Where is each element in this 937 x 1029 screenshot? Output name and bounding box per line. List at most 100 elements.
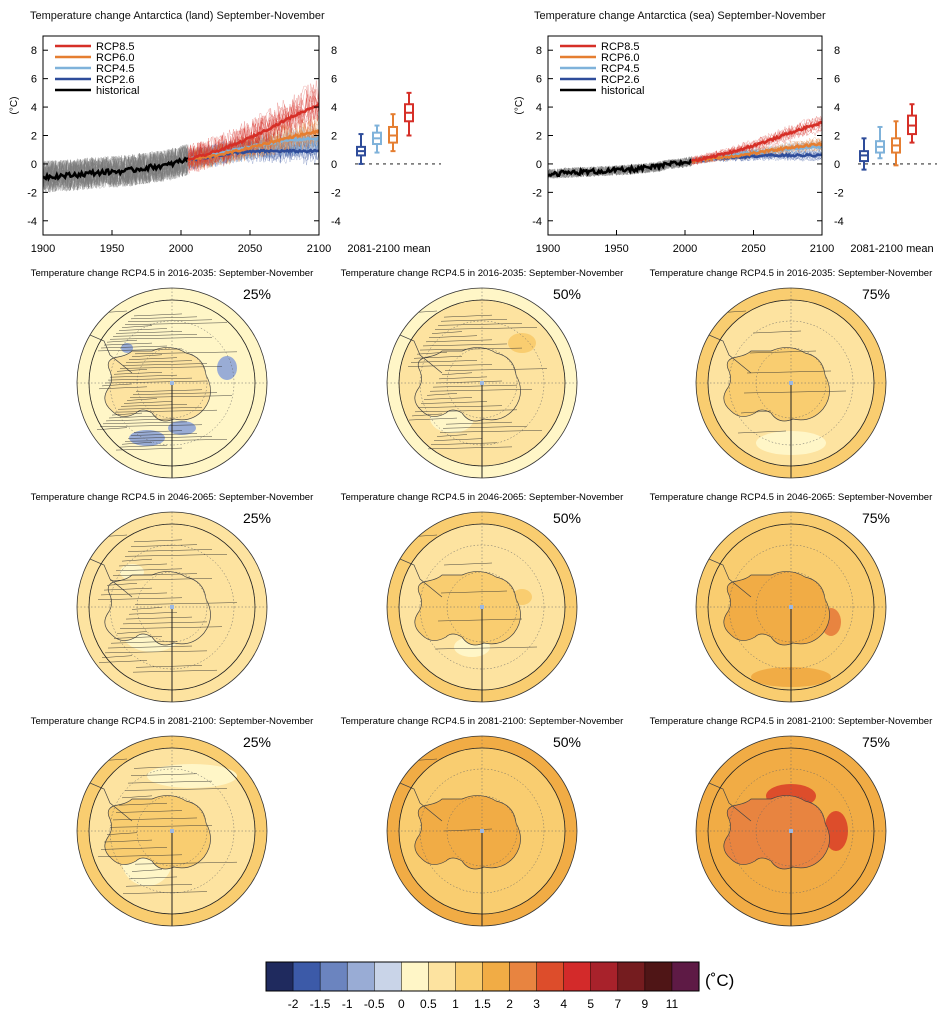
y-tick-label-right: 0: [331, 159, 337, 171]
percentile-label: 75%: [862, 286, 890, 302]
colorbar-swatch: [319, 961, 348, 992]
y-tick-label-right: 2: [331, 131, 337, 143]
hatch-line: [746, 370, 832, 374]
hatch-line: [96, 427, 128, 430]
y-tick-label: 8: [31, 45, 37, 57]
ensemble-member: [187, 130, 319, 170]
hatch-line: [119, 366, 223, 369]
significance-hatching: [96, 758, 238, 894]
colorbar-swatch: [590, 961, 619, 992]
hatch-line: [129, 395, 233, 398]
hatch-line: [439, 430, 543, 433]
ensemble-member: [187, 135, 319, 171]
series-line-historical: [43, 156, 190, 182]
map-title: Temperature change RCP4.5 in 2046-2065: …: [31, 492, 314, 503]
ts-plot-area: [43, 80, 319, 193]
colorbar-swatch: [482, 961, 511, 992]
y-tick-label: 4: [536, 102, 542, 114]
map-border: [76, 511, 268, 703]
hatch-line: [737, 430, 787, 434]
percentile-label: 50%: [553, 286, 581, 302]
hatch-line: [102, 421, 188, 425]
ensemble-member: [187, 114, 319, 171]
map-border: [695, 735, 887, 927]
legend-label: RCP4.5: [96, 63, 135, 75]
ensemble-member: [187, 133, 319, 171]
hatch-line: [131, 607, 163, 610]
hatch-line: [117, 407, 203, 410]
hatch-line: [427, 446, 513, 450]
series-line-rcp60: [187, 129, 319, 162]
ensemble-member: [187, 80, 319, 174]
hatch-line: [440, 590, 508, 594]
hatch-line: [115, 568, 183, 572]
hatch-line: [444, 368, 548, 371]
antarctica-outline: [723, 347, 830, 422]
boundary-circle: [398, 523, 566, 691]
significance-hatching: [715, 310, 847, 434]
series-line-historical: [548, 158, 693, 178]
hatch-line: [426, 393, 458, 396]
hatch-line: [134, 602, 238, 605]
boundary-circle: [707, 747, 875, 915]
hatch-line: [132, 392, 218, 395]
hatch-line: [135, 665, 203, 668]
map-panel: Temperature change RCP4.5 in 2016-2035: …: [31, 268, 314, 479]
boxplot-rcp26: [859, 137, 869, 171]
y-tick-label-right: 4: [331, 102, 337, 114]
hatch-line: [128, 357, 178, 360]
map-panel: Temperature change RCP4.5 in 2081-2100: …: [31, 716, 314, 927]
ensemble-member: [187, 132, 319, 168]
map-title: Temperature change RCP4.5 in 2081-2100: …: [31, 716, 314, 727]
y-tick-label: 6: [536, 74, 542, 86]
legend-label: historical: [96, 85, 139, 97]
significance-hatching: [406, 310, 548, 450]
map-field: [387, 512, 577, 702]
hatch-line: [420, 401, 488, 404]
hatch-line: [98, 660, 148, 663]
hatch-line: [422, 343, 508, 347]
ensemble-member: [187, 123, 319, 169]
series-line-rcp85: [187, 102, 319, 161]
hatch-line: [130, 773, 198, 776]
hatch-line: [127, 436, 213, 439]
boundary-circle: [88, 747, 256, 915]
map-title: Temperature change RCP4.5 in 2016-2035: …: [341, 268, 624, 279]
hatch-line: [106, 583, 138, 586]
hatch-line: [120, 404, 188, 407]
colorbar-frame: [265, 961, 700, 992]
ts-panel-sea: Temperature change Antarctica (sea) Sept…: [468, 0, 937, 262]
map-anomaly-patch: [217, 356, 237, 380]
colorbar-label: 3: [533, 997, 540, 1011]
hatch-line: [133, 539, 183, 543]
map-border: [695, 287, 887, 479]
boundary-circle: [707, 523, 875, 691]
hatch-line: [103, 342, 153, 346]
boundary-circle: [88, 299, 256, 467]
hatch-line: [100, 345, 168, 349]
peninsula-outline: [89, 782, 133, 822]
colorbar-label: -0.5: [364, 997, 385, 1011]
percentile-label: 25%: [243, 734, 271, 750]
peninsula-outline: [708, 558, 752, 598]
y-tick-label: 4: [31, 102, 37, 114]
hatch-line: [430, 442, 498, 445]
legend-label: RCP6.0: [601, 52, 640, 64]
colorbar-swatch: [374, 961, 402, 992]
percentile-label: 75%: [862, 734, 890, 750]
antarctica-outline: [104, 347, 211, 422]
boxplot-rcp85: [907, 103, 917, 144]
boundary-circle: [398, 299, 566, 467]
map-anomaly-patch: [147, 764, 237, 788]
percentile-label: 50%: [553, 510, 581, 526]
hatch-line: [113, 636, 163, 639]
legend-label: RCP8.5: [601, 41, 640, 53]
hatch-line: [121, 558, 153, 562]
hatch-line: [98, 386, 148, 390]
colorbar-label: 1: [452, 997, 459, 1011]
map-title: Temperature change RCP4.5 in 2046-2065: …: [341, 492, 624, 503]
hatch-line: [429, 389, 533, 392]
colorbar-swatch: [455, 961, 484, 992]
boundary-circle: [707, 299, 875, 467]
peninsula-outline: [399, 782, 443, 822]
